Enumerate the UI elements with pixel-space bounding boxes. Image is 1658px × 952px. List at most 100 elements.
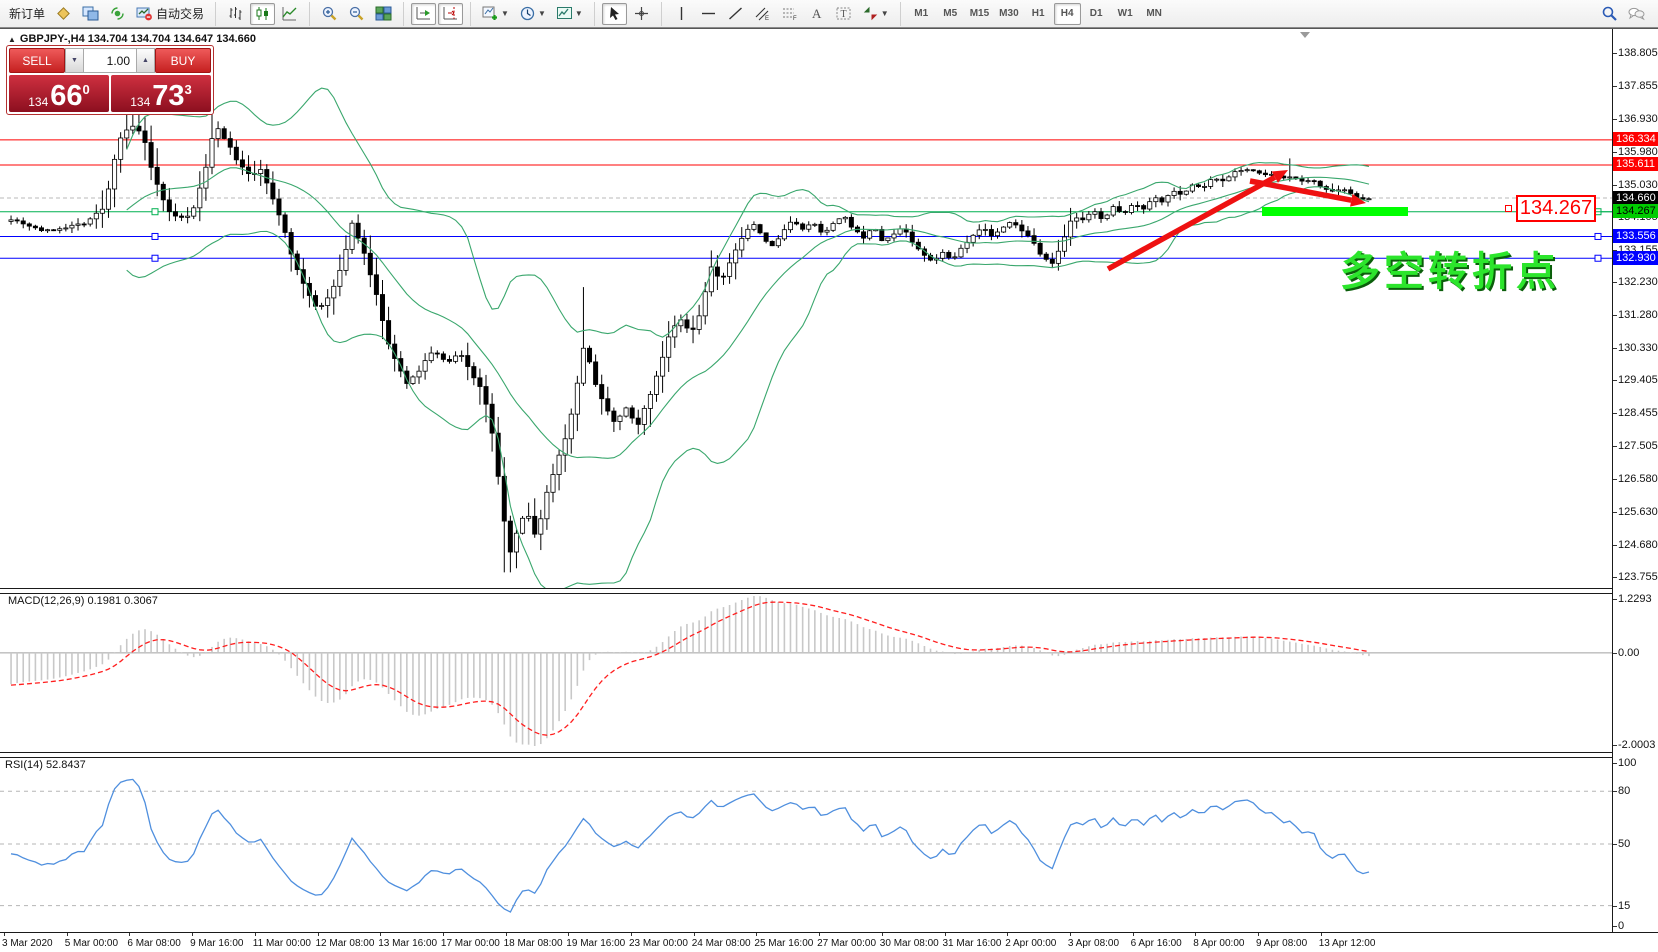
sell-price-big: 66	[50, 80, 83, 112]
tf-w1-button[interactable]: W1	[1112, 3, 1139, 25]
tf-h1-button[interactable]: H1	[1025, 3, 1052, 25]
auto-trading-icon	[136, 5, 153, 22]
auto-scroll-icon	[415, 5, 432, 22]
zoom-out-icon	[348, 5, 365, 22]
price-badge: 133.556	[1613, 228, 1658, 243]
navigator-button[interactable]	[105, 3, 130, 25]
time-axis-tick	[1069, 933, 1071, 936]
line-selection-marker[interactable]	[1594, 254, 1602, 262]
line-selection-marker[interactable]	[151, 232, 159, 240]
tf-mn-button[interactable]: MN	[1141, 3, 1168, 25]
time-axis-tick	[819, 933, 821, 936]
crosshair-icon	[633, 5, 650, 22]
cursor-button[interactable]	[601, 2, 627, 25]
crosshair-button[interactable]	[629, 3, 654, 25]
line-chart-button[interactable]	[277, 3, 302, 25]
time-axis-label: 3 Mar 2020	[2, 938, 53, 949]
auto-trading-button[interactable]: 自动交易	[132, 3, 208, 25]
line-selection-marker[interactable]	[151, 254, 159, 262]
templates-button[interactable]: ▼	[552, 3, 587, 25]
macd-axis-label: 1.2293	[1613, 593, 1652, 605]
periods-button[interactable]: ▼	[515, 3, 550, 25]
support-zone-rectangle[interactable]	[1262, 207, 1408, 216]
price-badge: 134.267	[1613, 204, 1658, 219]
time-axis-tick	[1195, 933, 1197, 936]
volume-down-button[interactable]: ▼	[65, 48, 84, 73]
data-window-button[interactable]	[78, 3, 103, 25]
svg-text:A: A	[812, 6, 822, 21]
dropdown-caret-icon[interactable]: ▼	[537, 9, 546, 18]
tf-m15-button[interactable]: M15	[966, 3, 993, 25]
time-axis-tick	[380, 933, 382, 936]
new-order-button[interactable]: 新订单	[5, 3, 49, 25]
candlestick-chart-button[interactable]	[250, 2, 276, 25]
trendline-button[interactable]	[723, 3, 748, 25]
search-icon	[1601, 5, 1618, 22]
line-selection-marker[interactable]	[151, 208, 159, 216]
bar-chart-button[interactable]	[223, 3, 248, 25]
channel-button[interactable]: E	[750, 3, 775, 25]
pane-separator[interactable]	[0, 588, 1658, 594]
tf-d1-button[interactable]: D1	[1083, 3, 1110, 25]
time-axis-tick	[317, 933, 319, 936]
dropdown-caret-icon[interactable]: ▼	[574, 9, 583, 18]
arrows-button[interactable]: ▼	[858, 3, 893, 25]
trend-arrow[interactable]	[1249, 178, 1352, 203]
macd-axis-label: 0.00	[1612, 646, 1640, 659]
indicators-button[interactable]: ▼	[478, 3, 513, 25]
tf-m1-button[interactable]: M1	[908, 3, 935, 25]
tf-m30-button[interactable]: M30	[995, 3, 1022, 25]
tf-m5-button[interactable]: M5	[937, 3, 964, 25]
text-icon: A	[808, 5, 825, 22]
time-axis[interactable]: 3 Mar 2020 5 Mar 00:00 6 Mar 08:00 9 Mar 16…	[0, 932, 1658, 952]
zoom-in-button[interactable]	[317, 3, 342, 25]
auto-scroll-button[interactable]	[411, 2, 437, 25]
pane-separator[interactable]	[0, 752, 1658, 758]
buy-button[interactable]: BUY	[155, 48, 211, 73]
time-axis-tick	[66, 933, 68, 936]
dropdown-caret-icon[interactable]: ▼	[880, 9, 889, 18]
vertical-line-button[interactable]	[669, 3, 694, 25]
volume-input[interactable]: 1.00	[84, 48, 136, 73]
time-axis-label: 12 Mar 08:00	[315, 938, 375, 949]
volume-up-button[interactable]: ▲	[136, 48, 155, 73]
sell-button[interactable]: SELL	[9, 48, 65, 73]
zoom-out-button[interactable]	[344, 3, 369, 25]
macd-pane[interactable]	[0, 592, 1612, 752]
search-button[interactable]	[1597, 3, 1622, 25]
label-icon: T	[835, 5, 852, 22]
zoom-in-icon	[321, 5, 338, 22]
time-axis-label: 17 Mar 00:00	[440, 938, 500, 949]
trend-arrow[interactable]	[1106, 174, 1277, 272]
annotation-text[interactable]: 多空转折点	[1340, 250, 1560, 294]
buy-price-button[interactable]: 134 73 3	[111, 75, 211, 112]
cursor-icon	[606, 5, 623, 22]
market-watch-button[interactable]	[51, 3, 76, 25]
time-axis-label: 19 Mar 16:00	[566, 938, 626, 949]
time-axis-label: 24 Mar 08:00	[691, 938, 751, 949]
dropdown-caret-icon[interactable]: ▼	[501, 9, 509, 18]
price-axis[interactable]: 138.805137.855136.930135.980135.030134.1…	[1612, 29, 1658, 932]
scroll-position-marker[interactable]	[1300, 32, 1310, 38]
chat-button[interactable]	[1624, 3, 1649, 25]
chart-shift-button[interactable]	[438, 2, 464, 25]
sell-price-button[interactable]: 134 66 0	[9, 75, 109, 112]
trendline-icon	[727, 5, 744, 22]
time-axis-label: 9 Mar 16:00	[190, 938, 244, 949]
horizontal-line-button[interactable]	[696, 3, 721, 25]
time-axis-tick	[129, 933, 131, 936]
price-callout-label[interactable]: 134.267	[1516, 195, 1596, 222]
main-chart-pane[interactable]	[0, 29, 1612, 588]
text-button[interactable]: A	[804, 3, 829, 25]
fibonacci-button[interactable]: F	[777, 3, 802, 25]
one-click-trading-panel: SELL ▼ 1.00 ▲ BUY 134 66 0 134 73 3	[6, 45, 214, 115]
tile-windows-button[interactable]	[371, 3, 396, 25]
label-button[interactable]: T	[831, 3, 856, 25]
line-selection-marker[interactable]	[1594, 232, 1602, 240]
rsi-pane[interactable]	[0, 756, 1612, 932]
price-axis-label: 131.280	[1613, 309, 1658, 322]
tf-h4-button[interactable]: H4	[1053, 2, 1081, 25]
templates-icon	[556, 5, 573, 22]
periods-icon	[519, 5, 536, 22]
